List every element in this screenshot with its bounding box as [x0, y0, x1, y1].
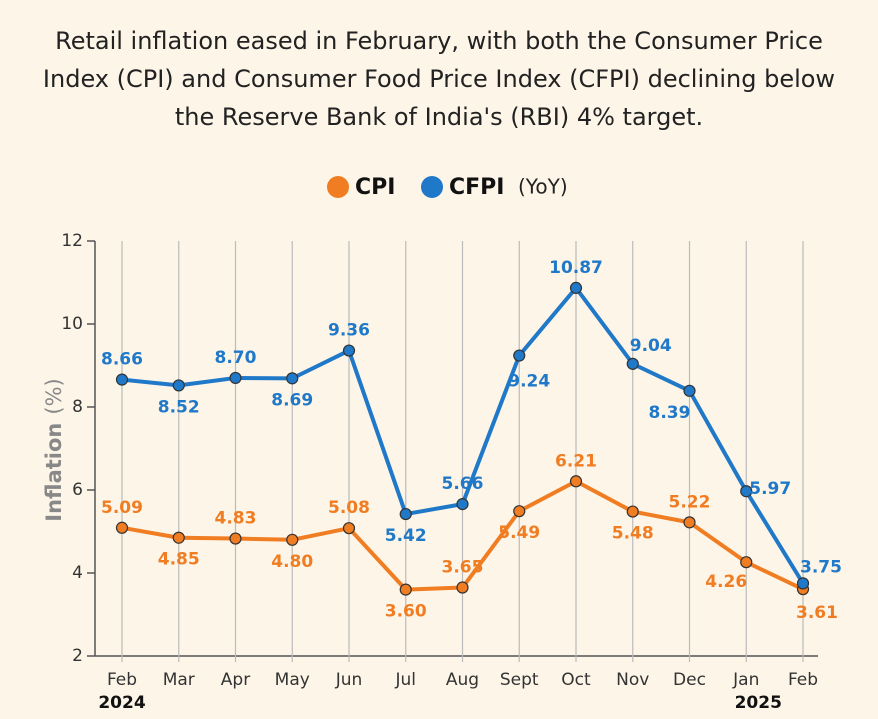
y-tick-label: 6: [72, 480, 83, 500]
value-label: 8.52: [158, 397, 200, 417]
y-tick-label: 2: [72, 646, 83, 666]
data-point: [740, 485, 753, 498]
data-point: [286, 372, 299, 385]
data-point: [172, 531, 185, 544]
value-label: 5.22: [669, 492, 711, 512]
x-tick-label: Oct: [561, 670, 591, 690]
value-label: 5.49: [498, 523, 540, 543]
data-point: [456, 581, 469, 594]
value-label: 8.39: [649, 403, 691, 423]
data-point: [796, 577, 810, 590]
value-label: 3.61: [796, 603, 838, 623]
y-axis-label: Inflation (%): [42, 378, 66, 521]
value-label: 5.09: [101, 498, 143, 518]
value-label: 8.69: [271, 390, 313, 410]
y-axis-unit: (%): [42, 378, 66, 414]
value-label: 9.24: [508, 372, 550, 392]
data-point: [286, 533, 299, 546]
data-point: [399, 507, 412, 521]
legend-marker: [327, 176, 349, 198]
x-tick-label: May: [275, 670, 310, 690]
y-tick-label: 8: [72, 397, 83, 417]
data-point: [342, 522, 356, 535]
y-tick-label: 4: [72, 563, 83, 583]
value-label: 6.21: [555, 451, 597, 471]
y-tick-label: 10: [61, 314, 83, 334]
data-point: [626, 357, 639, 370]
value-label: 5.66: [442, 474, 484, 494]
y-tick-label: 12: [61, 231, 83, 251]
y-axis-title: Inflation: [42, 423, 66, 522]
x-tick-label: Feb: [788, 670, 818, 690]
value-label: 3.65: [442, 558, 484, 578]
legend-marker: [421, 176, 443, 198]
chart-title: Retail inflation eased in February, with…: [42, 27, 836, 131]
x-tick-label: Aug: [446, 670, 479, 690]
data-point: [569, 281, 583, 294]
value-label: 10.87: [549, 258, 603, 278]
data-point: [740, 556, 753, 569]
value-label: 4.83: [215, 509, 257, 529]
value-label: 5.48: [612, 524, 654, 544]
x-tick-label: Dec: [673, 670, 706, 690]
value-label: 9.36: [328, 321, 370, 341]
x-tick-label: Feb: [107, 670, 137, 690]
x-year-label: 2025: [735, 693, 782, 713]
data-point: [626, 505, 639, 518]
data-point: [342, 344, 356, 357]
data-point: [229, 532, 242, 545]
value-label: 8.70: [215, 348, 257, 368]
value-label: 9.04: [630, 336, 672, 356]
data-point: [456, 498, 469, 511]
legend-label: CFPI: [449, 175, 504, 200]
x-tick-label: Nov: [616, 670, 649, 690]
data-point: [229, 371, 242, 385]
data-point: [569, 475, 583, 488]
value-label: 3.75: [800, 557, 842, 577]
x-tick-label: Sept: [500, 670, 539, 690]
x-tick-label: Mar: [163, 670, 195, 690]
data-point: [115, 521, 129, 534]
value-label: 5.42: [385, 526, 427, 546]
value-label: 5.08: [328, 498, 370, 518]
data-point: [513, 505, 526, 518]
value-label: 4.80: [271, 552, 313, 572]
data-point: [399, 583, 412, 596]
data-point: [115, 373, 129, 386]
value-label: 8.66: [101, 350, 143, 370]
data-point: [683, 384, 696, 397]
x-tick-label: Jan: [732, 670, 759, 690]
data-point: [513, 349, 526, 362]
legend-label: CPI: [355, 175, 395, 200]
x-tick-label: Apr: [221, 670, 250, 690]
x-tick-label: Jun: [335, 670, 363, 690]
data-point: [683, 516, 696, 529]
x-tick-label: Jul: [394, 670, 416, 690]
value-label: 3.60: [385, 602, 427, 622]
value-label: 4.26: [705, 572, 747, 592]
data-point: [172, 379, 185, 392]
legend-note: (YoY): [518, 175, 568, 199]
x-year-label: 2024: [98, 693, 145, 713]
value-label: 5.97: [749, 479, 791, 499]
value-label: 4.85: [158, 550, 200, 570]
